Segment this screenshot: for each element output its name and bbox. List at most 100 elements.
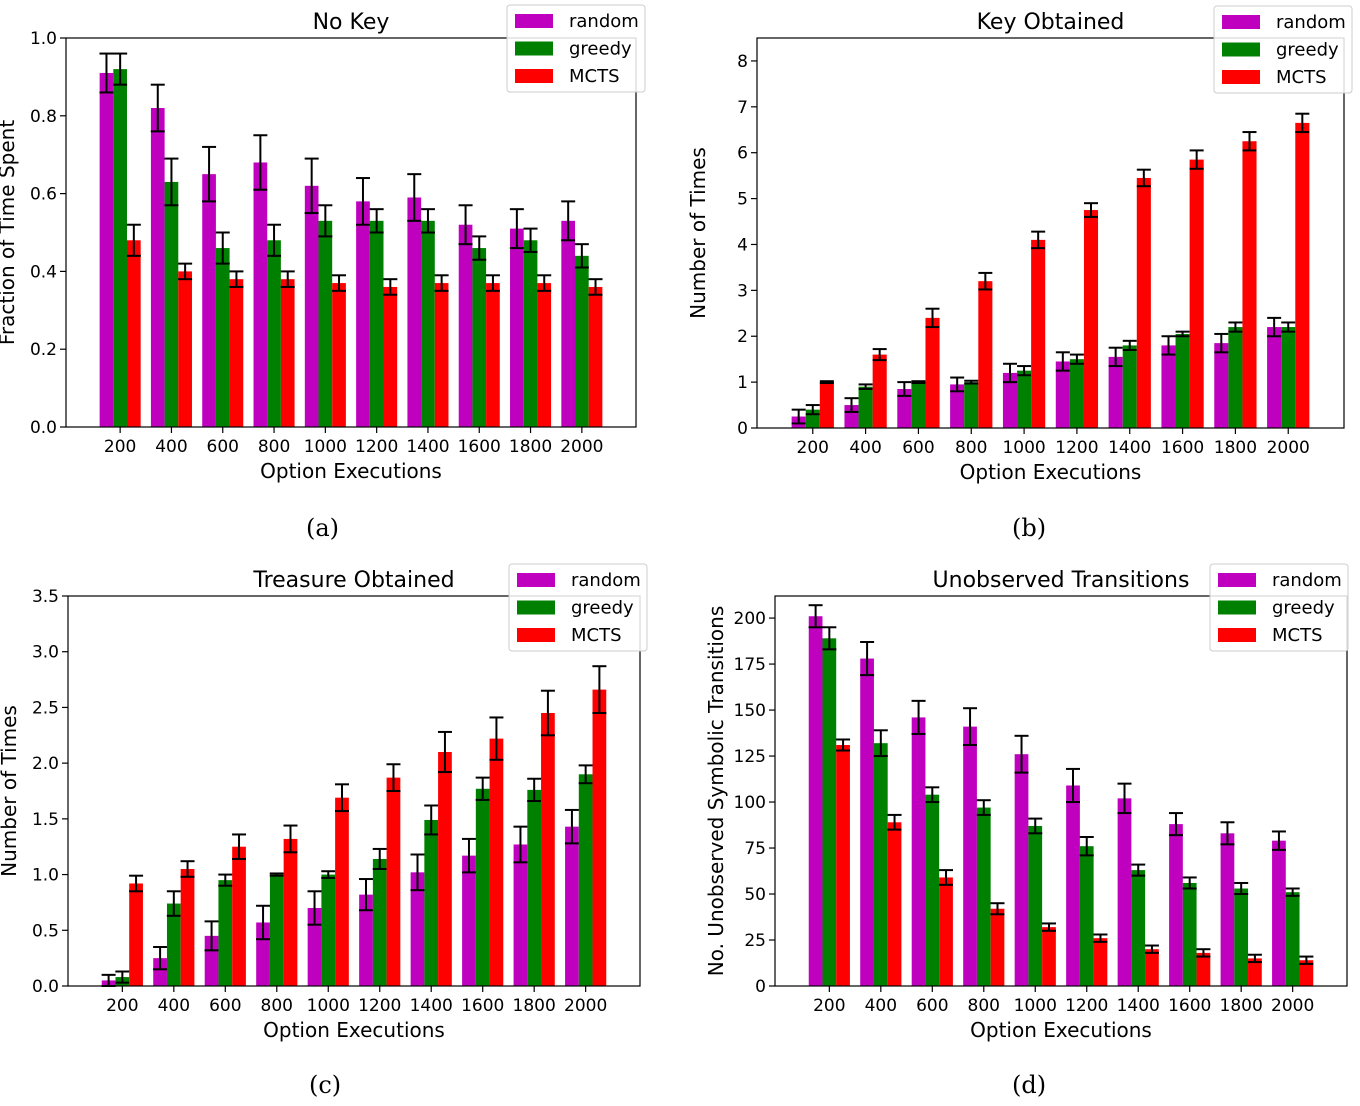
bar-MCTS: [180, 869, 195, 986]
y-tick-label: 0.2: [30, 340, 57, 360]
bar-greedy: [1079, 846, 1094, 986]
x-tick-label: 1400: [410, 996, 453, 1016]
bar-random: [561, 220, 576, 427]
axes-frame: [756, 37, 1345, 429]
x-tick-label: 800: [258, 437, 290, 457]
legend-label: greedy: [571, 598, 634, 619]
bar-random: [1272, 840, 1286, 986]
bar-random: [911, 717, 926, 986]
x-tick-label: 1800: [513, 996, 556, 1016]
bar-MCTS: [229, 279, 244, 427]
bar-random: [304, 185, 319, 427]
bar-random: [99, 73, 114, 427]
bar-greedy: [113, 69, 127, 428]
x-tick-label: 200: [797, 438, 829, 458]
legend: random greedy MCTS: [1209, 563, 1349, 652]
bar-random: [407, 197, 422, 427]
chart-title: Treasure Obtained: [252, 568, 454, 593]
chart-title: Key Obtained: [977, 10, 1125, 35]
x-tick-label: 2000: [1271, 996, 1314, 1016]
y-tick-label: 1: [737, 373, 748, 393]
legend-label: greedy: [1276, 40, 1339, 61]
bar-greedy: [1281, 327, 1296, 428]
bar-MCTS: [283, 838, 298, 986]
bar-random: [1161, 345, 1176, 428]
x-tick-label: 1600: [1161, 438, 1204, 458]
y-tick-label: 0.8: [30, 107, 57, 127]
bar-MCTS: [1093, 938, 1108, 986]
y-tick-label: 0: [737, 419, 748, 439]
bar-greedy: [269, 874, 284, 986]
legend-label: random: [1272, 570, 1342, 591]
bar-random: [963, 726, 977, 986]
bar-random: [462, 855, 476, 986]
bar-greedy: [218, 880, 233, 986]
x-tick-label: 400: [158, 996, 190, 1016]
bar-MCTS: [1189, 159, 1204, 428]
x-tick-label: 1200: [358, 996, 401, 1016]
bar-random: [1002, 372, 1018, 428]
bar-MCTS: [129, 883, 143, 986]
y-tick-label: 1.5: [32, 810, 59, 830]
y-axis-label: Number of Times: [686, 147, 710, 319]
y-tick-label: 200: [734, 609, 766, 629]
bar-greedy: [976, 807, 991, 986]
bar-MCTS: [280, 279, 295, 427]
x-tick-label: 1600: [1168, 996, 1211, 1016]
bar-MCTS: [434, 283, 449, 427]
x-tick-label: 1800: [509, 437, 552, 457]
x-tick-label: 800: [968, 996, 1000, 1016]
legend: random greedy MCTS: [1213, 5, 1353, 94]
chart-panel-3: Unobserved Transitions 0 25 50 75 100 125 150 17…: [704, 563, 1349, 1042]
y-tick-label: 125: [734, 747, 766, 767]
bar-greedy: [925, 794, 940, 986]
bar-MCTS: [1042, 927, 1056, 986]
bar-MCTS: [438, 752, 452, 986]
legend: random greedy MCTS: [506, 4, 646, 93]
x-tick-label: 800: [955, 438, 987, 458]
x-tick-label: 2000: [1267, 438, 1310, 458]
bar-MCTS: [386, 777, 401, 986]
bar-random: [897, 389, 912, 428]
bar-MCTS: [383, 286, 398, 427]
x-tick-label: 2000: [564, 996, 607, 1016]
y-tick-label: 25: [744, 931, 766, 951]
y-axis-label: No. Unobserved Symbolic Transitions: [704, 606, 728, 977]
y-tick-label: 100: [734, 793, 766, 813]
x-tick-label: 1800: [1220, 996, 1263, 1016]
x-tick-label: 600: [207, 437, 239, 457]
x-tick-label: 1400: [1108, 438, 1151, 458]
bar-MCTS: [335, 797, 349, 986]
x-tick-label: 1600: [458, 437, 501, 457]
legend-swatch-MCTS: [515, 69, 553, 83]
x-tick-label: 1600: [461, 996, 504, 1016]
legend-label: random: [571, 570, 641, 591]
bar-greedy: [578, 774, 593, 986]
bar-MCTS: [1242, 141, 1257, 428]
bar-MCTS: [541, 713, 555, 986]
bar-MCTS: [925, 317, 940, 428]
bar-greedy: [1017, 370, 1032, 428]
bar-random: [1117, 798, 1132, 986]
legend: random greedy MCTS: [508, 563, 648, 652]
legend-swatch-MCTS: [517, 628, 555, 642]
legend-label: greedy: [1272, 598, 1335, 619]
y-axis-label: Number of Times: [0, 705, 21, 877]
bar-random: [513, 844, 528, 986]
bar-MCTS: [537, 283, 552, 427]
bar-greedy: [472, 248, 487, 427]
legend-swatch-greedy: [517, 600, 555, 615]
y-tick-label: 1.0: [30, 29, 57, 49]
y-tick-label: 0.6: [30, 185, 57, 205]
bar-random: [565, 826, 579, 986]
bar-random: [359, 894, 373, 986]
y-tick-label: 6: [737, 144, 748, 164]
bar-random: [1267, 327, 1282, 428]
x-tick-label: 1200: [1055, 438, 1098, 458]
x-tick-label: 600: [209, 996, 241, 1016]
legend-swatch-greedy: [515, 41, 553, 56]
bar-random: [1220, 833, 1235, 986]
legend-swatch-MCTS: [1218, 628, 1256, 642]
x-tick-label: 400: [155, 437, 187, 457]
